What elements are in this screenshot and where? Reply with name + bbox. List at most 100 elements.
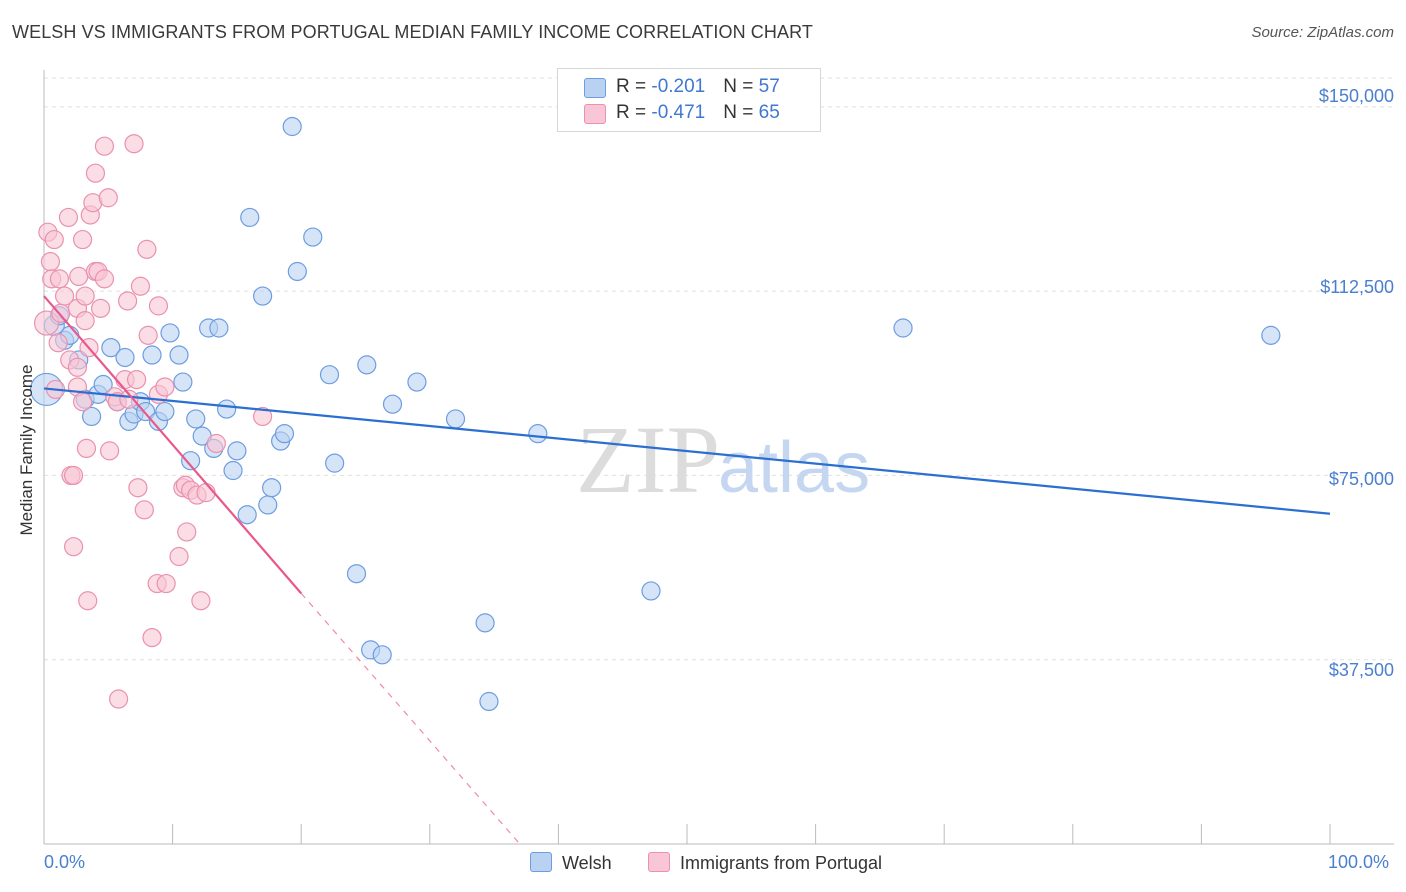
portugal-point [63, 537, 84, 557]
source-credit: Source: ZipAtlas.com [1251, 24, 1394, 41]
portugal-point [76, 438, 97, 458]
portugal-point [58, 207, 79, 228]
portugal-point [85, 163, 106, 183]
welsh-point [893, 318, 913, 338]
portugal-point [48, 333, 68, 353]
portugal-point [206, 433, 226, 454]
r-value-portugal: -0.471 [651, 102, 706, 123]
welsh-point [181, 451, 201, 471]
portugal-point [119, 389, 139, 409]
portugal-point [130, 276, 151, 296]
welsh-point [303, 227, 323, 247]
portugal-point [196, 483, 216, 503]
welsh-point [115, 347, 135, 368]
legend-item-welsh: Welsh [530, 852, 612, 874]
welsh-point [325, 453, 345, 473]
portugal-point [69, 266, 89, 286]
portugal-point [156, 573, 176, 594]
welsh-point [155, 401, 175, 422]
welsh-point [407, 372, 427, 392]
welsh-point [282, 116, 302, 137]
welsh-point [253, 286, 273, 306]
n-value-portugal: 65 [758, 102, 780, 123]
y-tick-label: $112,500 [1320, 277, 1394, 297]
legend-row-text: R = -0.471 N = 65 [616, 102, 780, 124]
portugal-point [94, 136, 115, 156]
r-label: R = [616, 76, 652, 97]
portugal-point [78, 591, 98, 611]
portugal-point [117, 291, 138, 311]
portugal-point [177, 522, 197, 542]
portugal-point [67, 357, 88, 377]
welsh-point [641, 581, 661, 601]
welsh-point [372, 645, 392, 665]
portugal-point [98, 188, 118, 208]
welsh-point [81, 406, 102, 427]
portugal-point [137, 239, 157, 259]
portugal-point [44, 229, 64, 250]
welsh-point [186, 409, 206, 429]
correlation-legend: R = -0.201 N = 57 R = -0.471 N = 65 [557, 68, 821, 132]
welsh-point [357, 355, 377, 375]
portugal-point [128, 478, 148, 498]
portugal-point [40, 252, 61, 272]
welsh-point [262, 478, 282, 498]
portugal-point [54, 286, 75, 306]
welsh-legend-label: Welsh [562, 853, 612, 873]
welsh-point [319, 365, 340, 385]
welsh-trend-line [43, 387, 1331, 515]
portugal-point [253, 406, 273, 427]
axes [43, 70, 1394, 845]
y-axis-label-container: Median Family Income [12, 320, 42, 580]
portugal-point [142, 627, 162, 648]
portugal-point [72, 392, 93, 412]
gridlines [44, 77, 1394, 661]
trend-lines [43, 295, 1331, 845]
welsh-swatch [584, 78, 606, 98]
portugal-point [138, 325, 158, 345]
portugal-point [75, 286, 95, 306]
welsh-point [142, 345, 162, 365]
x-tick-label: 100.0% [1328, 852, 1390, 872]
y-tick-label: $37,500 [1328, 660, 1394, 680]
watermark-zip: ZIP [576, 406, 720, 513]
legend-item-portugal: Immigrants from Portugal [648, 852, 882, 874]
n-value-welsh: 57 [758, 76, 780, 97]
portugal-point [169, 546, 189, 567]
welsh-point [274, 424, 295, 444]
n-label: N = [723, 102, 759, 123]
portugal-point [90, 298, 111, 318]
y-tick-label: $75,000 [1328, 469, 1394, 489]
welsh-point [479, 691, 499, 712]
portugal-point [155, 377, 175, 397]
portugal-point [134, 500, 154, 520]
welsh-point [445, 409, 466, 429]
portugal-point [49, 269, 70, 289]
portugal-legend-swatch [648, 852, 670, 872]
portugal-trend-line [43, 295, 303, 595]
portugal-swatch [584, 104, 606, 124]
welsh-point [209, 318, 229, 338]
welsh-point [101, 338, 121, 358]
portugal-point [191, 591, 211, 611]
portugal-trend-extension [300, 592, 521, 845]
r-label: R = [616, 102, 652, 123]
welsh-point [223, 460, 243, 481]
portugal-point [63, 465, 84, 486]
welsh-point [169, 345, 189, 365]
welsh-point [258, 495, 278, 515]
welsh-legend-swatch [530, 852, 552, 872]
welsh-point [346, 564, 367, 584]
r-value-welsh: -0.201 [651, 76, 706, 97]
portugal-point [72, 229, 93, 250]
welsh-point [287, 261, 307, 282]
welsh-point [237, 505, 257, 525]
portugal-legend-label: Immigrants from Portugal [680, 853, 883, 873]
chart-title: WELSH VS IMMIGRANTS FROM PORTUGAL MEDIAN… [12, 22, 813, 42]
portugal-point [99, 441, 120, 461]
portugal-point [124, 134, 144, 154]
n-label: N = [723, 76, 759, 97]
portugal-point [148, 296, 169, 316]
welsh-point [1261, 325, 1281, 345]
